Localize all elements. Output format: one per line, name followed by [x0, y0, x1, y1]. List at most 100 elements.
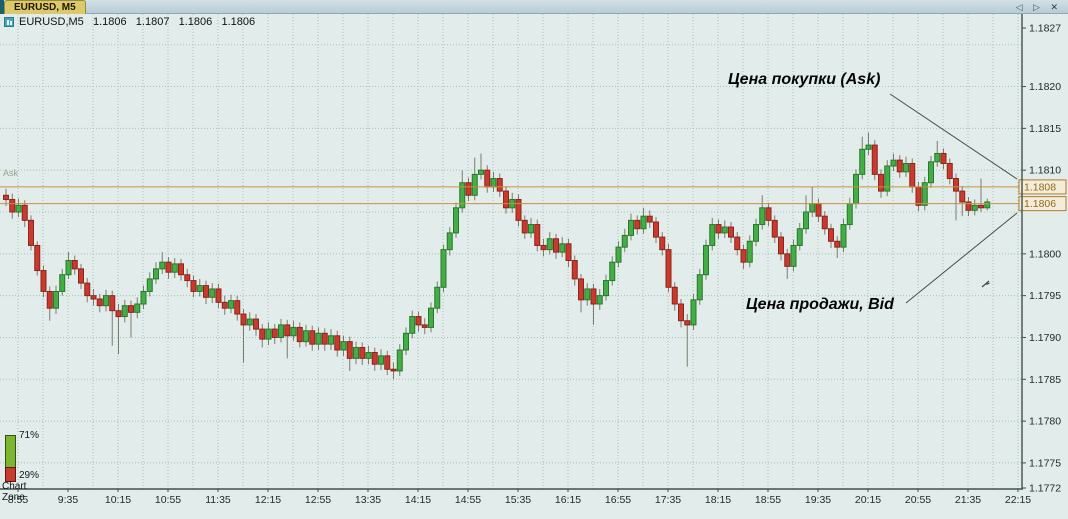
- candle-up: [884, 165, 891, 192]
- price-axis-label[interactable]: 1.1820: [1029, 81, 1061, 93]
- tab-bar-edge: [0, 0, 4, 14]
- candle-down: [3, 194, 9, 200]
- price-axis-label[interactable]: 1.1775: [1029, 457, 1061, 469]
- price-axis-label[interactable]: 1.1772: [1029, 483, 1061, 495]
- price-axis-label[interactable]: 1.1790: [1029, 332, 1061, 344]
- candle-down: [515, 198, 522, 221]
- time-axis-label[interactable]: 13:35: [355, 494, 381, 506]
- ask-line-label: Ask: [3, 168, 19, 178]
- candle-down: [21, 204, 28, 221]
- candle-down: [71, 260, 78, 270]
- candle-down: [828, 228, 834, 242]
- candle-down: [590, 288, 597, 305]
- candle-down: [959, 190, 966, 203]
- time-axis-label[interactable]: 10:55: [155, 494, 181, 506]
- candle-down: [496, 178, 503, 192]
- time-axis-label[interactable]: 16:15: [555, 494, 581, 506]
- candle-up: [471, 173, 478, 196]
- candle-down: [203, 285, 209, 298]
- candle-down: [190, 280, 197, 292]
- candle-up: [171, 263, 178, 273]
- time-axis-label[interactable]: 15:35: [505, 494, 531, 506]
- time-axis-label[interactable]: 14:15: [405, 494, 431, 506]
- candle-up: [428, 307, 434, 328]
- candle-down: [259, 328, 266, 340]
- price-axis-label[interactable]: 1.1785: [1029, 374, 1061, 386]
- time-axis-label[interactable]: 8:55: [8, 494, 29, 506]
- candle-down: [390, 368, 397, 372]
- candle-up: [265, 328, 272, 340]
- candle-down: [784, 253, 791, 267]
- candle-up: [546, 238, 553, 251]
- chart-axes[interactable]: 1.1827 1.1820 1.1815 1.1810 1.1800 1.1795 1.17…: [0, 14, 1061, 506]
- candle-up: [809, 203, 816, 213]
- time-axis-label[interactable]: 14:55: [455, 494, 481, 506]
- candle-down: [334, 335, 341, 351]
- bear-percent-value: 29%: [19, 470, 40, 481]
- time-axis-label[interactable]: 12:55: [305, 494, 331, 506]
- price-axis-label[interactable]: 1.1815: [1029, 123, 1061, 135]
- time-axis-label[interactable]: 9:35: [58, 494, 79, 506]
- candle-down: [371, 352, 378, 365]
- candle-down: [715, 224, 722, 234]
- candle-down: [296, 326, 303, 343]
- time-axis-label[interactable]: 11:35: [205, 494, 231, 506]
- time-axis-label[interactable]: 12:15: [255, 494, 281, 506]
- candle-down: [553, 238, 559, 253]
- candle-down: [359, 346, 366, 359]
- candle-down: [821, 215, 828, 230]
- price-axis-label[interactable]: 1.1800: [1029, 248, 1061, 260]
- candle-up: [603, 280, 609, 297]
- header-close: 1.1806: [221, 16, 256, 28]
- tab-eurusd-m5[interactable]: EURUSD, M5: [4, 0, 86, 14]
- time-axis-label[interactable]: 17:35: [655, 494, 681, 506]
- candle-up: [928, 161, 934, 184]
- candle-up: [696, 274, 703, 301]
- candle-down: [671, 286, 678, 305]
- ask-price-box: [1018, 179, 1067, 195]
- candle-up: [159, 261, 166, 270]
- time-axis-label[interactable]: 19:35: [805, 494, 831, 506]
- close-icon[interactable]: ✕: [1050, 2, 1060, 12]
- candle-up: [934, 152, 941, 163]
- price-axis-label[interactable]: 1.1780: [1029, 416, 1061, 428]
- time-axis-label[interactable]: 20:55: [905, 494, 931, 506]
- time-axis-label[interactable]: 18:55: [755, 494, 781, 506]
- candle-down: [953, 178, 959, 192]
- time-axis-label[interactable]: 18:15: [705, 494, 731, 506]
- scroll-left-icon[interactable]: ◁: [1015, 2, 1025, 12]
- bid-ask-lines: 1.1808 1.1806: [0, 179, 1067, 212]
- candle-down: [965, 201, 972, 211]
- candle-down: [346, 341, 353, 359]
- candle-down: [221, 301, 228, 309]
- candle-up: [490, 178, 497, 188]
- candle-down: [46, 290, 53, 309]
- time-axis-label[interactable]: 16:55: [605, 494, 631, 506]
- candle-down: [946, 162, 953, 180]
- time-axis-label[interactable]: 21:35: [955, 494, 981, 506]
- candle-up: [396, 349, 403, 372]
- candle-up: [853, 173, 859, 205]
- price-axis-label[interactable]: 1.1795: [1029, 290, 1061, 302]
- ask-annotation-text: Цена покупки (Ask): [728, 71, 881, 88]
- time-axis-label[interactable]: 22:15: [1005, 494, 1031, 506]
- bid-annotation-line: [905, 212, 1018, 304]
- candle-up: [840, 224, 847, 248]
- price-axis-label[interactable]: 1.1827: [1029, 23, 1061, 35]
- time-axis-label[interactable]: 20:15: [855, 494, 881, 506]
- time-axis-label[interactable]: 10:15: [105, 494, 131, 506]
- candle-up: [453, 207, 459, 234]
- price-axis-label[interactable]: 1.1810: [1029, 165, 1061, 177]
- scroll-right-icon[interactable]: ▷: [1033, 2, 1042, 12]
- ask-price-value: 1.1808: [1024, 181, 1056, 193]
- candle-down: [659, 236, 666, 251]
- candle-up: [609, 261, 616, 282]
- candle-down: [178, 263, 184, 276]
- candle-down: [778, 236, 784, 255]
- chart-header: EURUSD,M5 1.1806 1.1807 1.1806 1.1806: [4, 16, 255, 28]
- candle-up: [621, 234, 628, 248]
- candle-up: [278, 324, 284, 338]
- candle-up: [446, 232, 453, 251]
- candle-down: [465, 182, 472, 196]
